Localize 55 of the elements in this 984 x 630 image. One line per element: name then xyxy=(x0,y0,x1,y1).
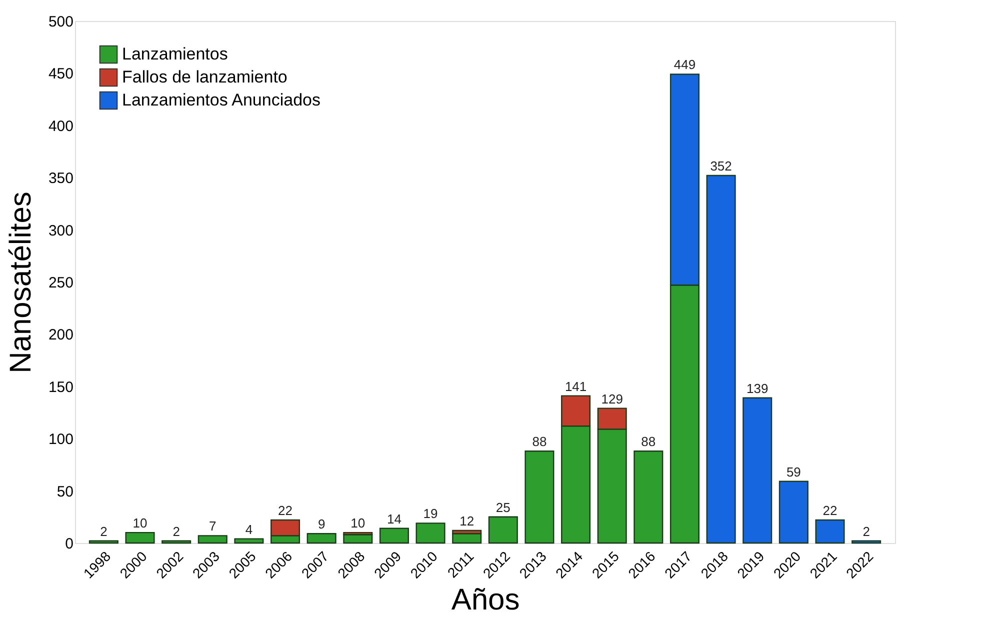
bar xyxy=(162,540,192,544)
total-label: 449 xyxy=(674,57,696,72)
total-label: 88 xyxy=(532,434,547,450)
bar xyxy=(852,540,882,544)
total-label: 4 xyxy=(245,522,253,537)
bar xyxy=(815,519,845,544)
y-tick-label: 500 xyxy=(48,14,74,30)
y-tick-label: 150 xyxy=(48,378,74,396)
x-axis-title: Años xyxy=(451,583,520,616)
total-label: 25 xyxy=(496,500,510,515)
y-tick-label: 400 xyxy=(48,118,74,135)
total-label: 7 xyxy=(209,518,216,534)
total-label: 139 xyxy=(746,380,768,396)
y-tick-label: 100 xyxy=(48,431,74,448)
total-label: 22 xyxy=(278,503,292,518)
total-label: 19 xyxy=(423,506,438,522)
total-label: 2 xyxy=(100,524,108,539)
total-label: 9 xyxy=(318,516,326,532)
total-label: 141 xyxy=(564,378,587,394)
total-label: 12 xyxy=(460,513,474,528)
total-label: 88 xyxy=(641,434,656,450)
bar xyxy=(742,397,772,544)
y-tick-label: 350 xyxy=(48,170,74,188)
y-tick-label: 300 xyxy=(48,222,74,240)
bar xyxy=(379,528,409,544)
legend-label: Lanzamientos xyxy=(122,44,228,64)
total-label: 2 xyxy=(862,524,870,539)
bar xyxy=(524,450,554,544)
y-tick-label: 0 xyxy=(65,536,74,552)
y-tick-label: 50 xyxy=(56,483,74,500)
bar xyxy=(88,540,118,544)
legend-label: Fallos de lanzamiento xyxy=(122,68,288,86)
bar xyxy=(234,538,264,544)
bar xyxy=(488,516,518,544)
total-label: 10 xyxy=(350,516,366,531)
y-tick-label: 250 xyxy=(48,274,74,292)
bar xyxy=(634,450,664,544)
total-label: 352 xyxy=(710,158,732,174)
total-label: 10 xyxy=(132,516,148,531)
total-label: 14 xyxy=(386,511,402,526)
y-axis-title: Nanosatélites xyxy=(4,192,38,374)
bar xyxy=(125,532,155,544)
y-tick-label: 200 xyxy=(48,326,74,344)
bar xyxy=(778,480,808,544)
total-label: 22 xyxy=(822,503,838,518)
bar xyxy=(416,522,446,544)
bar xyxy=(706,174,736,544)
bar xyxy=(306,533,336,544)
total-label: 2 xyxy=(172,524,180,539)
total-label: 129 xyxy=(601,391,623,406)
bar xyxy=(452,533,482,544)
legend-label: Lanzamientos Anunciados xyxy=(122,90,320,110)
bar xyxy=(198,535,228,544)
total-label: 59 xyxy=(786,464,801,480)
y-tick-label: 450 xyxy=(48,66,74,83)
